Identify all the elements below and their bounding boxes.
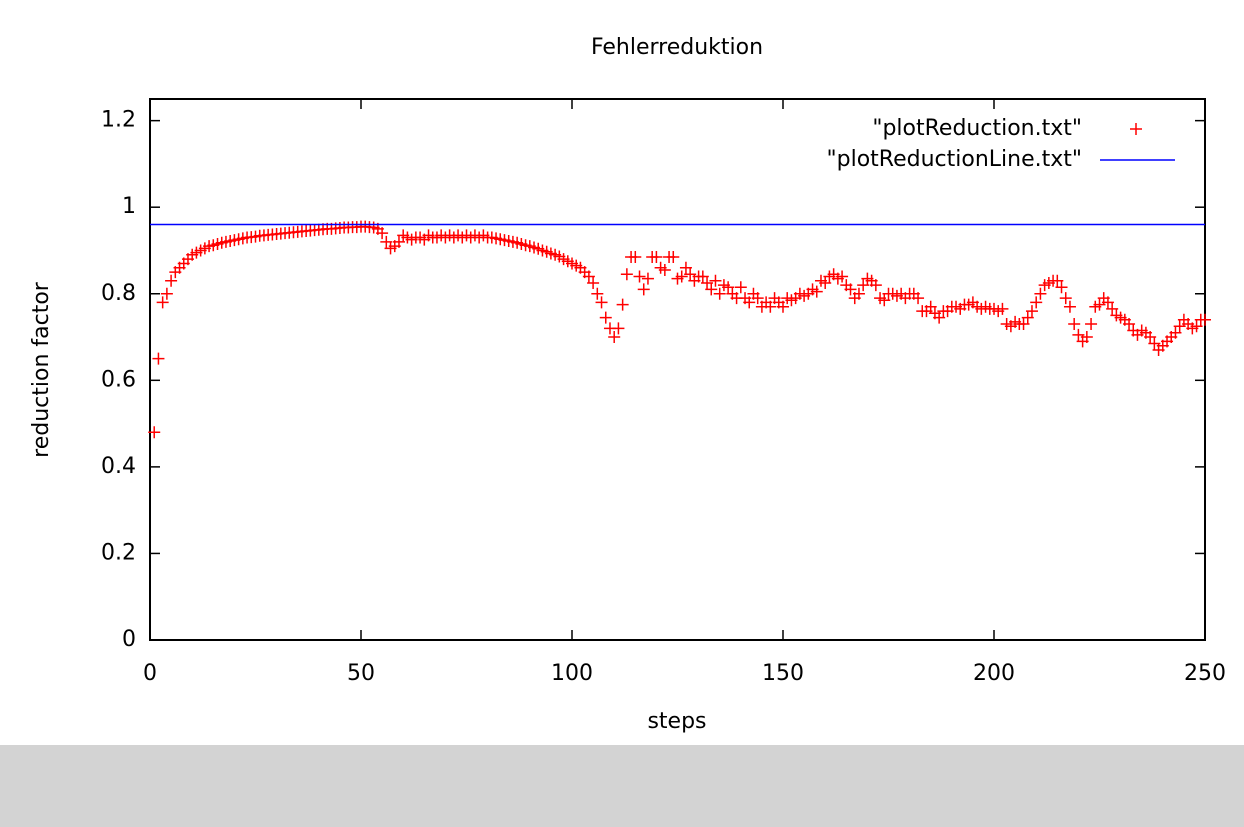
point xyxy=(587,276,600,289)
x-tick-label: 200 xyxy=(973,661,1015,686)
point xyxy=(599,311,612,324)
x-axis-label: steps xyxy=(647,709,706,734)
legend-label: "plotReductionLine.txt" xyxy=(827,147,1083,172)
point xyxy=(595,296,608,309)
point xyxy=(709,274,722,287)
point xyxy=(777,300,789,313)
y-tick-label: 0.8 xyxy=(101,281,136,306)
y-tick-label: 0.6 xyxy=(101,367,136,392)
point xyxy=(1199,313,1211,326)
point xyxy=(392,235,405,248)
point xyxy=(675,270,688,283)
point xyxy=(1190,320,1203,333)
point xyxy=(1021,311,1034,324)
point xyxy=(1059,292,1072,305)
point xyxy=(1034,287,1047,300)
point xyxy=(1093,298,1106,311)
point xyxy=(1072,328,1085,341)
point xyxy=(1068,318,1081,331)
plot-frame xyxy=(149,98,1206,641)
point xyxy=(165,274,178,287)
point xyxy=(1106,302,1119,315)
point xyxy=(1173,320,1186,333)
point xyxy=(650,250,663,263)
point xyxy=(857,279,870,292)
point xyxy=(160,287,173,300)
point xyxy=(701,276,714,289)
point xyxy=(696,270,709,283)
point xyxy=(1101,296,1114,309)
point xyxy=(608,331,621,344)
point xyxy=(1017,318,1030,331)
point xyxy=(1051,274,1064,287)
y-axis-label: reduction factor xyxy=(29,281,54,458)
point xyxy=(924,300,937,313)
y-tick-label: 1 xyxy=(122,194,136,219)
point xyxy=(582,270,595,283)
y-tick-label: 0 xyxy=(122,627,136,652)
point xyxy=(658,263,671,276)
point xyxy=(1148,337,1161,350)
point xyxy=(751,292,764,305)
legend-label: "plotReduction.txt" xyxy=(872,116,1082,141)
point xyxy=(1080,331,1093,344)
point xyxy=(713,287,726,300)
point xyxy=(734,281,747,294)
footer-band xyxy=(0,745,1244,827)
point xyxy=(878,294,891,307)
point xyxy=(684,268,697,281)
chart-title: Fehlerreduktion xyxy=(591,35,763,60)
point xyxy=(148,426,161,439)
point xyxy=(679,261,692,274)
point xyxy=(705,283,718,296)
point xyxy=(1030,296,1043,309)
point xyxy=(1025,305,1038,318)
point xyxy=(633,270,646,283)
point xyxy=(616,298,629,311)
point xyxy=(152,352,165,365)
point xyxy=(1063,300,1076,313)
point xyxy=(819,276,832,289)
point xyxy=(933,311,946,324)
point xyxy=(667,250,680,263)
point xyxy=(722,281,735,294)
point xyxy=(376,227,389,240)
point xyxy=(591,287,604,300)
y-tick-label: 0.2 xyxy=(101,540,136,565)
point xyxy=(852,287,865,300)
point xyxy=(620,268,633,281)
y-tick-label: 0.4 xyxy=(101,454,136,479)
y-tick-label: 1.2 xyxy=(101,108,136,133)
point xyxy=(1169,326,1182,339)
x-tick-label: 250 xyxy=(1184,661,1226,686)
point xyxy=(629,250,642,263)
point xyxy=(612,322,625,335)
point xyxy=(764,300,777,313)
point xyxy=(869,279,882,292)
point xyxy=(836,270,849,283)
point xyxy=(637,283,650,296)
x-tick-label: 0 xyxy=(143,661,157,686)
point xyxy=(996,302,1009,315)
point xyxy=(641,272,654,285)
point xyxy=(1144,331,1157,344)
point xyxy=(1085,318,1098,331)
point xyxy=(810,285,823,298)
x-tick-label: 150 xyxy=(762,661,804,686)
x-tick-label: 100 xyxy=(551,661,593,686)
x-tick-label: 50 xyxy=(347,661,375,686)
point xyxy=(380,235,393,248)
legend-swatch xyxy=(1130,123,1142,135)
point xyxy=(1123,318,1136,331)
point xyxy=(156,296,169,309)
point xyxy=(912,292,925,305)
point xyxy=(844,283,857,296)
point xyxy=(743,296,756,309)
point xyxy=(1055,281,1068,294)
